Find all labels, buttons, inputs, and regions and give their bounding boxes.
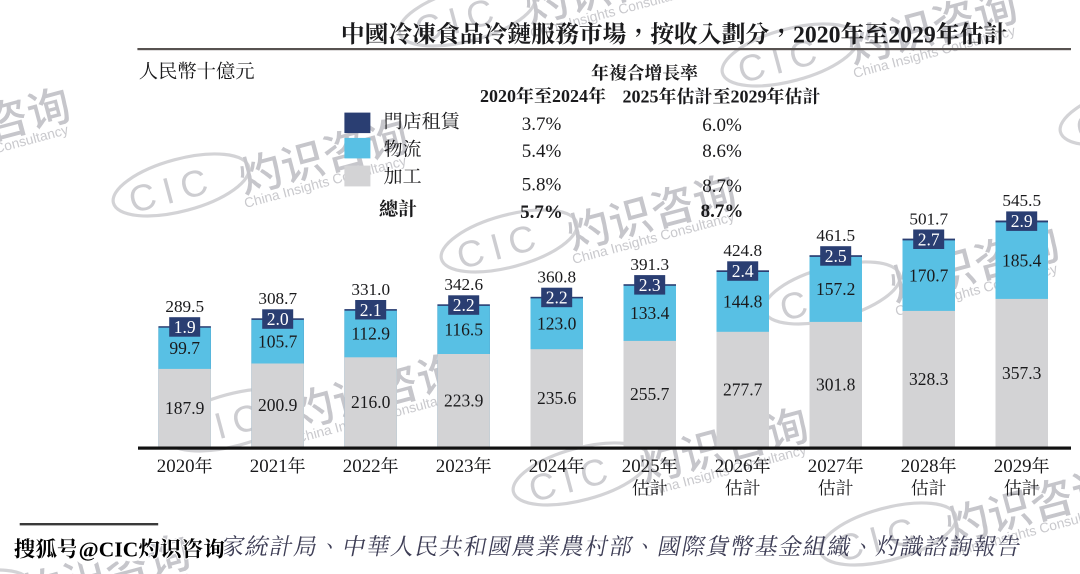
svg-text:105.7: 105.7: [258, 332, 298, 352]
svg-text:2021: 2021: [250, 456, 288, 477]
svg-text:331.0: 331.0: [351, 280, 390, 299]
svg-text:461.5: 461.5: [816, 226, 855, 245]
svg-text:342.6: 342.6: [444, 275, 483, 294]
svg-text:2026: 2026: [715, 456, 753, 477]
svg-text:255.7: 255.7: [630, 384, 670, 404]
svg-text:8.6%: 8.6%: [702, 141, 742, 162]
svg-text:2.7: 2.7: [918, 229, 940, 249]
svg-text:2.3: 2.3: [639, 275, 661, 295]
svg-text:1.9: 1.9: [174, 317, 196, 337]
svg-text:2029: 2029: [994, 456, 1032, 477]
svg-text:2.2: 2.2: [453, 295, 475, 315]
svg-text:391.3: 391.3: [630, 255, 669, 274]
svg-text:424.8: 424.8: [723, 241, 762, 260]
svg-text:2.5: 2.5: [825, 246, 847, 266]
svg-text:5.7%: 5.7%: [520, 202, 563, 223]
svg-text:5.4%: 5.4%: [522, 141, 562, 162]
svg-text:116.5: 116.5: [444, 320, 483, 340]
svg-text:2020: 2020: [793, 22, 841, 48]
svg-text:5.8%: 5.8%: [522, 175, 562, 196]
svg-text:2023: 2023: [436, 456, 474, 477]
svg-text:2.9: 2.9: [1011, 211, 1033, 231]
svg-text:2024: 2024: [552, 86, 588, 106]
svg-text:277.7: 277.7: [723, 379, 763, 399]
svg-text:501.7: 501.7: [909, 209, 948, 228]
svg-text:2025: 2025: [623, 87, 659, 107]
svg-text:2024: 2024: [529, 456, 567, 477]
svg-text:2029: 2029: [731, 87, 767, 107]
svg-text:187.9: 187.9: [165, 398, 205, 418]
svg-text:144.8: 144.8: [723, 292, 763, 312]
svg-text:360.8: 360.8: [537, 268, 576, 287]
svg-text:545.5: 545.5: [1002, 191, 1041, 210]
svg-text:185.4: 185.4: [1002, 250, 1042, 270]
svg-text:216.0: 216.0: [351, 392, 391, 412]
svg-text:308.7: 308.7: [258, 289, 297, 308]
svg-text:99.7: 99.7: [169, 338, 200, 358]
svg-text:2025: 2025: [622, 456, 660, 477]
svg-text:8.7%: 8.7%: [701, 201, 744, 222]
svg-text:8.7%: 8.7%: [702, 176, 742, 197]
svg-text:@CIC: @CIC: [79, 538, 139, 562]
svg-text:2020: 2020: [157, 456, 195, 477]
svg-text:2022: 2022: [343, 456, 381, 477]
svg-text:112.9: 112.9: [351, 324, 390, 344]
svg-text:2.1: 2.1: [360, 300, 382, 320]
svg-text:289.5: 289.5: [165, 297, 204, 316]
svg-text:6.0%: 6.0%: [702, 115, 742, 136]
svg-text:2.4: 2.4: [732, 261, 754, 281]
svg-text:2028: 2028: [901, 456, 939, 477]
svg-text:223.9: 223.9: [444, 391, 484, 411]
svg-text:2027: 2027: [808, 456, 846, 477]
svg-text:301.8: 301.8: [816, 374, 856, 394]
svg-text:157.2: 157.2: [816, 279, 855, 299]
svg-text:2.0: 2.0: [267, 309, 289, 329]
svg-text:3.7%: 3.7%: [522, 114, 562, 135]
svg-text:235.6: 235.6: [537, 388, 577, 408]
svg-text:2.2: 2.2: [546, 288, 568, 308]
svg-text:170.7: 170.7: [909, 265, 949, 285]
svg-text:123.0: 123.0: [537, 314, 577, 334]
svg-text:357.3: 357.3: [1002, 363, 1042, 383]
svg-text:133.4: 133.4: [630, 303, 670, 323]
svg-text:200.9: 200.9: [258, 395, 298, 415]
svg-text:2029: 2029: [888, 22, 936, 48]
svg-text:328.3: 328.3: [909, 369, 949, 389]
svg-text:2020: 2020: [480, 86, 516, 106]
